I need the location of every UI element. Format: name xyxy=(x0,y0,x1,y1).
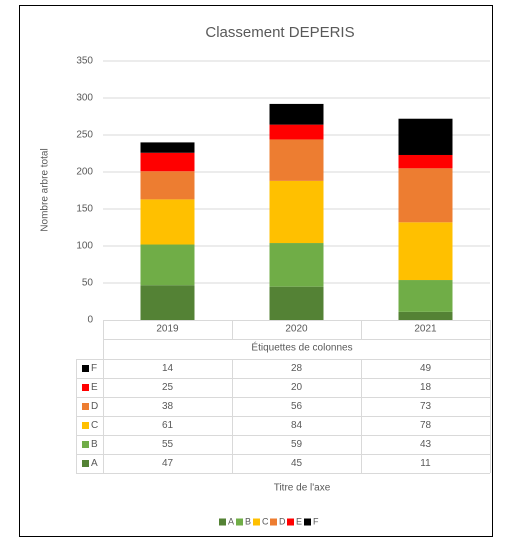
y-tick-label: 0 xyxy=(87,315,93,326)
bar-segment xyxy=(269,124,324,140)
y-tick-label: 300 xyxy=(76,93,93,104)
table-cell: 11 xyxy=(420,458,431,469)
legend-swatch xyxy=(270,518,277,526)
table-cell: 61 xyxy=(162,420,174,431)
legend-label: D xyxy=(279,516,286,526)
table-cell: 43 xyxy=(420,439,432,450)
bar-segment xyxy=(398,311,453,320)
table-row-label: B xyxy=(91,439,98,450)
table-cell: 56 xyxy=(291,401,303,412)
table-key xyxy=(82,403,89,410)
bar-segment xyxy=(269,243,324,287)
table-row-label: F xyxy=(91,363,97,374)
legend-label: B xyxy=(245,516,251,526)
bar-segment xyxy=(140,244,195,286)
x-tick-label: 2019 xyxy=(156,324,179,335)
bar-segment xyxy=(398,168,453,223)
table-cell: 49 xyxy=(420,363,432,374)
bar-segment xyxy=(398,118,453,155)
table-key xyxy=(82,365,89,372)
table-cell: 14 xyxy=(162,363,174,374)
legend-label: E xyxy=(296,516,302,526)
legend-swatch xyxy=(304,518,311,526)
table-key xyxy=(82,441,89,448)
table-cell: 55 xyxy=(162,439,174,450)
table-key xyxy=(82,422,89,429)
y-tick-label: 250 xyxy=(76,130,93,141)
y-axis-label: Nombre arbre total xyxy=(40,148,51,231)
y-tick-label: 200 xyxy=(76,167,93,178)
table-cell: 59 xyxy=(291,439,303,450)
table-key xyxy=(82,460,89,467)
table-cell: 28 xyxy=(291,363,303,374)
x-tick-label: 2021 xyxy=(414,324,437,335)
legend-label: C xyxy=(262,516,269,526)
bar-segment xyxy=(269,139,324,181)
table-cell: 45 xyxy=(291,458,303,469)
table-row-label: C xyxy=(91,420,98,431)
table-cell: 25 xyxy=(162,382,174,393)
legend-swatch xyxy=(253,518,260,526)
table-key xyxy=(82,384,89,391)
bar-segment xyxy=(140,171,195,200)
table-cell: 47 xyxy=(162,458,174,469)
y-tick-label: 150 xyxy=(76,204,93,215)
legend-swatch xyxy=(236,518,243,526)
y-tick-label: 50 xyxy=(82,278,94,289)
y-tick-label: 100 xyxy=(76,241,93,252)
bar-segment xyxy=(398,222,453,281)
table-header: Étiquettes de colonnes xyxy=(251,341,352,354)
bar-segment xyxy=(269,286,324,320)
bar-segment xyxy=(140,152,195,172)
legend-swatch xyxy=(287,518,294,526)
table-row-label: A xyxy=(91,458,98,469)
y-tick-label: 350 xyxy=(76,56,93,67)
bar-segment xyxy=(398,154,453,169)
table-cell: 78 xyxy=(420,420,432,431)
legend-label: A xyxy=(228,516,234,526)
x-tick-label: 2020 xyxy=(285,324,308,335)
bar-segment xyxy=(140,285,195,320)
bar-segment xyxy=(140,199,195,245)
chart-title: Classement DEPERIS xyxy=(205,24,354,41)
table-cell: 38 xyxy=(162,401,174,412)
table-cell: 18 xyxy=(420,382,432,393)
table-cell: 84 xyxy=(291,420,303,431)
bar-segment xyxy=(269,180,324,244)
table-cell: 20 xyxy=(291,382,303,393)
bar-segment xyxy=(140,142,195,153)
legend-swatch xyxy=(219,518,226,526)
legend-label: F xyxy=(313,516,319,526)
bar-segment xyxy=(269,103,324,125)
table-row-label: E xyxy=(91,382,98,393)
bar-segment xyxy=(398,280,453,312)
table-row-label: D xyxy=(91,401,98,412)
table-cell: 73 xyxy=(420,401,432,412)
x-axis-label: Titre de l'axe xyxy=(274,483,331,494)
